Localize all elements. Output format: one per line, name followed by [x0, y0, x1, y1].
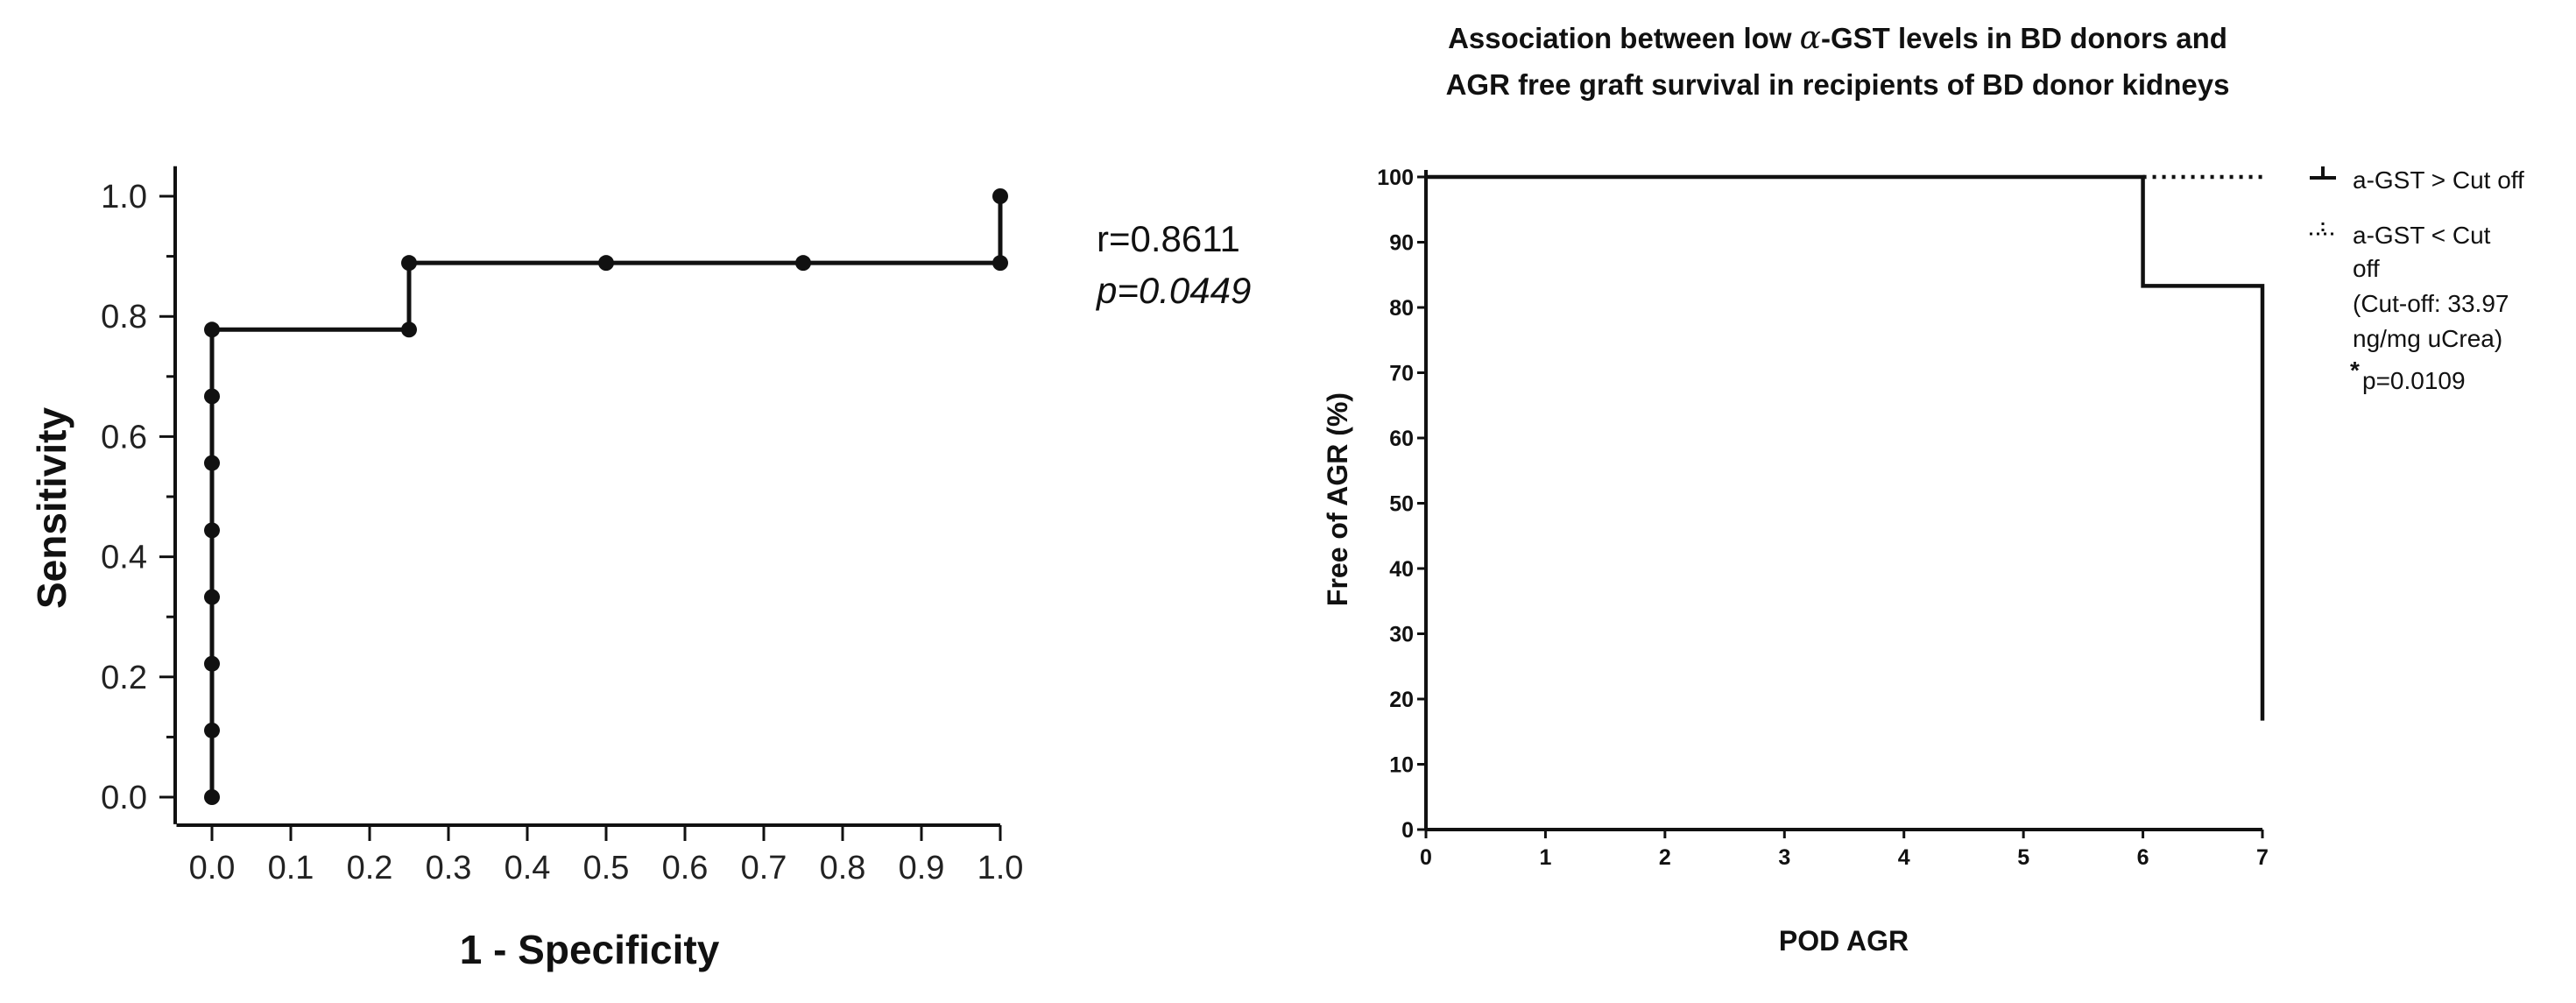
roc-point: [795, 255, 811, 272]
roc-point: [204, 789, 220, 805]
roc-point: [204, 655, 220, 672]
survival-y-tick-label: 20: [1389, 688, 1414, 712]
survival-y-tick-label: 60: [1389, 427, 1414, 451]
title-prefix: Association between low: [1448, 22, 1800, 54]
roc-x-tick-label: 0.0: [189, 850, 236, 886]
roc-x-tick-label: 0.7: [741, 850, 787, 886]
roc-y-tick-label: 0.8: [101, 299, 147, 336]
survival-chart: Association between low α-GST levels in …: [1322, 20, 2524, 957]
survival-y-tick-label: 80: [1389, 296, 1414, 321]
roc-chart: 0.0 0.2 0.4 0.6 0.8 1.0 0.0 0.1 0.2 0.3 0.4 0.5 0.6…: [29, 166, 1251, 972]
roc-x-axis: 0.0 0.1 0.2 0.3 0.4 0.5 0.6 0.7 0.8 0.9 1.0: [176, 823, 1024, 886]
title-alpha: α: [1800, 20, 1821, 56]
roc-points: [204, 188, 1008, 805]
legend-p-star: *: [2350, 357, 2360, 384]
roc-point: [204, 522, 220, 539]
roc-curve: [209, 196, 1003, 797]
roc-point: [204, 321, 220, 338]
roc-p-annotation: p=0.0449: [1095, 270, 1251, 311]
roc-x-tick-label: 0.9: [899, 850, 945, 886]
legend-label-agst-below-cutoff-1: a-GST < Cut: [2353, 222, 2491, 249]
series-line-agst-above-cutoff: [1426, 174, 2265, 721]
roc-y-tick-label: 1.0: [101, 179, 147, 215]
survival-x-tick-label: 7: [2256, 845, 2269, 870]
legend: a-GST > Cut off a-GST < Cut off (Cut-off…: [2310, 166, 2524, 394]
survival-chart-title-line1: Association between low α-GST levels in …: [1448, 20, 2227, 56]
roc-point: [992, 188, 1008, 204]
roc-y-tick-label: 0.4: [101, 540, 147, 576]
roc-y-tick-label: 0.6: [101, 419, 147, 456]
roc-x-tick-label: 0.5: [583, 850, 630, 886]
survival-x-axis-label: POD AGR: [1779, 925, 1909, 957]
roc-x-tick-label: 0.6: [662, 850, 709, 886]
survival-x-tick-label: 6: [2137, 845, 2149, 870]
survival-x-axis: 0 1 2 3 4 5 6 7: [1420, 828, 2269, 870]
title-suffix: -GST levels in BD donors and: [1821, 22, 2227, 54]
legend-note-cutoff-2: ng/mg uCrea): [2353, 325, 2502, 352]
roc-point: [204, 388, 220, 405]
survival-x-tick-label: 5: [2017, 845, 2029, 870]
survival-x-tick-label: 0: [1420, 845, 1432, 870]
roc-point: [598, 255, 614, 272]
survival-y-tick-label: 90: [1389, 231, 1414, 256]
survival-y-tick-label: 30: [1389, 623, 1414, 647]
survival-y-tick-label: 10: [1389, 753, 1414, 778]
roc-point: [992, 255, 1008, 272]
survival-y-tick-label: 50: [1389, 492, 1414, 517]
roc-r-annotation: r=0.8611: [1097, 218, 1240, 259]
survival-y-tick-label: 100: [1377, 166, 1414, 190]
roc-x-tick-label: 0.1: [268, 850, 314, 886]
roc-y-tick-label: 0.2: [101, 660, 147, 696]
survival-y-tick-label: 40: [1389, 557, 1414, 582]
survival-y-axis: 0 10 20 30 40 50 60 70 80 90 100: [1377, 166, 1428, 843]
roc-y-axis-label: Sensitivity: [29, 407, 74, 610]
legend-label-agst-above-cutoff: a-GST > Cut off: [2353, 166, 2524, 194]
survival-x-tick-label: 4: [1898, 845, 1910, 870]
roc-y-axis: 0.0 0.2 0.4 0.6 0.8 1.0: [101, 166, 177, 824]
survival-x-tick-label: 2: [1659, 845, 1671, 870]
survival-x-tick-label: 3: [1778, 845, 1790, 870]
survival-y-tick-label: 0: [1401, 818, 1414, 843]
roc-x-tick-label: 0.8: [820, 850, 866, 886]
roc-x-tick-label: 0.4: [505, 850, 551, 886]
legend-label-agst-below-cutoff-2: off: [2353, 255, 2380, 282]
roc-y-tick-label: 0.0: [101, 780, 147, 816]
survival-chart-title-line2: AGR free graft survival in recipients of…: [1446, 68, 2230, 101]
survival-x-tick-label: 1: [1539, 845, 1551, 870]
survival-y-axis-label: Free of AGR (%): [1322, 392, 1353, 606]
roc-point: [204, 589, 220, 605]
roc-x-tick-label: 1.0: [977, 850, 1024, 886]
roc-point: [401, 255, 417, 272]
roc-point: [401, 321, 417, 338]
legend-p-value: p=0.0109: [2362, 367, 2466, 394]
roc-x-axis-label: 1 - Specificity: [460, 927, 720, 972]
roc-point: [204, 455, 220, 471]
survival-y-tick-label: 70: [1389, 362, 1414, 386]
legend-note-cutoff-1: (Cut-off: 33.97: [2353, 290, 2509, 317]
roc-x-tick-label: 0.2: [347, 850, 393, 886]
roc-x-tick-label: 0.3: [426, 850, 472, 886]
roc-point: [204, 722, 220, 738]
